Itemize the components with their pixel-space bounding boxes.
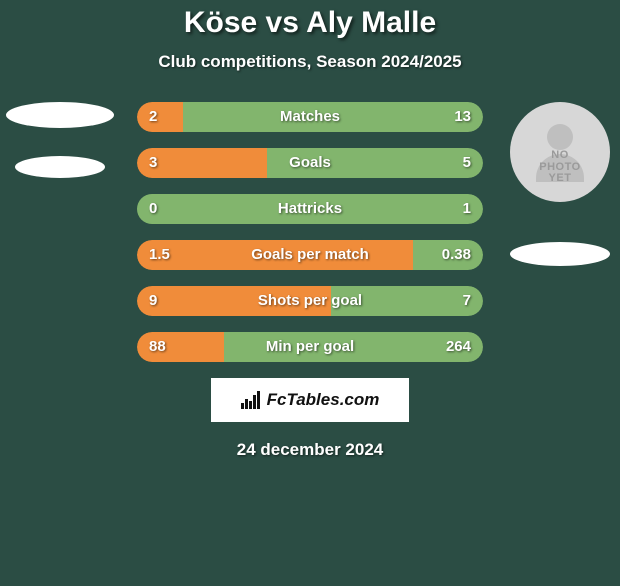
- stat-row: 213Matches: [137, 102, 483, 132]
- brand-text: FcTables.com: [267, 390, 380, 410]
- comparison-layout: NO PHOTO YET 213Matches 35Goals 01Hattrick…: [0, 102, 620, 362]
- stat-label: Shots per goal: [137, 286, 483, 316]
- left-oval-1: [6, 102, 114, 128]
- page-title: Köse vs Aly Malle: [0, 6, 620, 40]
- stat-row: 01Hattricks: [137, 194, 483, 224]
- left-player-col: [0, 102, 120, 178]
- avatar-placeholder: NO PHOTO YET: [510, 102, 610, 202]
- stat-label: Goals per match: [137, 240, 483, 270]
- no-photo-line2: PHOTO: [539, 161, 580, 173]
- no-photo-label: NO PHOTO YET: [510, 150, 610, 185]
- no-photo-line3: YET: [549, 172, 572, 184]
- right-player-col: NO PHOTO YET: [500, 102, 620, 266]
- right-oval: [510, 242, 610, 266]
- stat-label: Min per goal: [137, 332, 483, 362]
- stat-label: Matches: [137, 102, 483, 132]
- stat-row: 1.50.38Goals per match: [137, 240, 483, 270]
- no-photo-line1: NO: [551, 149, 569, 161]
- brand-logo-icon: [241, 391, 261, 409]
- stat-label: Goals: [137, 148, 483, 178]
- footer-date: 24 december 2024: [0, 440, 620, 460]
- stat-row: 97Shots per goal: [137, 286, 483, 316]
- stat-row: 35Goals: [137, 148, 483, 178]
- page-subtitle: Club competitions, Season 2024/2025: [0, 52, 620, 72]
- stat-label: Hattricks: [137, 194, 483, 224]
- stat-bars: 213Matches 35Goals 01Hattricks 1.50.38Goals…: [137, 102, 483, 362]
- left-oval-2: [15, 156, 105, 178]
- stat-row: 88264Min per goal: [137, 332, 483, 362]
- brand-box: FcTables.com: [211, 378, 409, 422]
